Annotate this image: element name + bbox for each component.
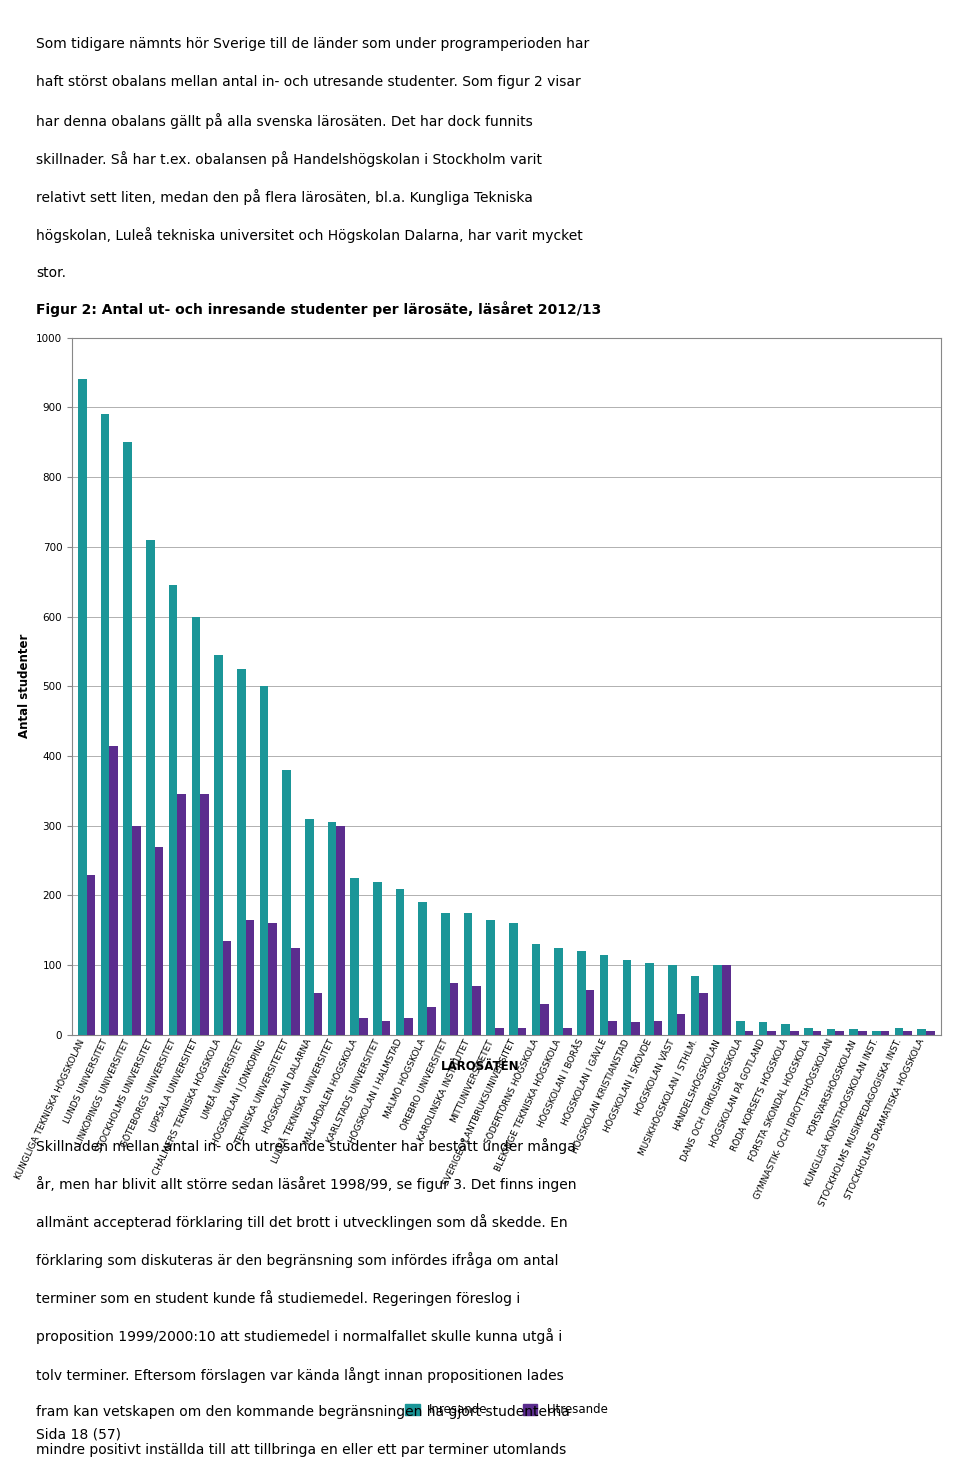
Bar — [146, 540, 155, 1035]
Text: haft störst obalans mellan antal in- och utresande studenter. Som figur 2 visar: haft störst obalans mellan antal in- och… — [36, 75, 581, 90]
Bar — [918, 1029, 926, 1035]
Text: skillnader. Så har t.ex. obalansen på Handelshögskolan i Stockholm varit: skillnader. Så har t.ex. obalansen på Ha… — [36, 151, 542, 167]
Bar — [396, 888, 404, 1035]
Bar — [600, 954, 609, 1035]
Bar — [178, 794, 186, 1035]
Text: har denna obalans gällt på alla svenska lärosäten. Det har dock funnits: har denna obalans gällt på alla svenska … — [36, 113, 533, 129]
Text: relativt sett liten, medan den på flera lärosäten, bl.a. Kungliga Tekniska: relativt sett liten, medan den på flera … — [36, 189, 534, 206]
Bar — [645, 963, 654, 1035]
Bar — [291, 948, 300, 1035]
Bar — [155, 847, 163, 1035]
Text: Figur 2: Antal ut- och inresande studenter per lärosäte, läsåret 2012/13: Figur 2: Antal ut- och inresande student… — [36, 301, 602, 317]
Bar — [237, 669, 246, 1035]
Bar — [86, 875, 95, 1035]
Bar — [124, 442, 132, 1035]
Bar — [690, 976, 699, 1035]
Bar — [359, 1017, 368, 1035]
Bar — [246, 920, 254, 1035]
Bar — [101, 414, 109, 1035]
Bar — [790, 1032, 799, 1035]
Bar — [336, 825, 345, 1035]
Bar — [350, 878, 359, 1035]
Bar — [555, 948, 564, 1035]
Bar — [631, 1022, 639, 1035]
Text: Som tidigare nämnts hör Sverige till de länder som under programperioden har: Som tidigare nämnts hör Sverige till de … — [36, 37, 589, 51]
Text: proposition 1999/2000:10 att studiemedel i normalfallet skulle kunna utgå i: proposition 1999/2000:10 att studiemedel… — [36, 1329, 563, 1345]
Text: fram kan vetskapen om den kommande begränsningen ha gjort studenterna: fram kan vetskapen om den kommande begrä… — [36, 1405, 570, 1420]
Bar — [78, 379, 86, 1035]
Bar — [259, 687, 268, 1035]
Bar — [586, 989, 594, 1035]
Bar — [464, 913, 472, 1035]
Bar — [109, 746, 118, 1035]
Bar — [449, 982, 458, 1035]
Bar — [192, 617, 201, 1035]
Bar — [745, 1032, 754, 1035]
Text: högskolan, Luleå tekniska universitet och Högskolan Dalarna, har varit mycket: högskolan, Luleå tekniska universitet oc… — [36, 228, 584, 244]
Bar — [835, 1032, 844, 1035]
Bar — [872, 1032, 880, 1035]
Bar — [758, 1022, 767, 1035]
Text: terminer som en student kunde få studiemedel. Regeringen föreslog i: terminer som en student kunde få studiem… — [36, 1290, 520, 1307]
Bar — [895, 1028, 903, 1035]
Bar — [609, 1022, 617, 1035]
Bar — [677, 1014, 685, 1035]
Legend: Inresande, Utresande: Inresande, Utresande — [405, 1403, 608, 1417]
Text: Sida 18 (57): Sida 18 (57) — [36, 1427, 122, 1442]
Bar — [564, 1028, 572, 1035]
Bar — [472, 986, 481, 1035]
Bar — [713, 966, 722, 1035]
Text: LÄROSÄTEN: LÄROSÄTEN — [441, 1060, 519, 1073]
Bar — [509, 923, 517, 1035]
Bar — [223, 941, 231, 1035]
Bar — [804, 1028, 812, 1035]
Bar — [201, 794, 208, 1035]
Bar — [926, 1032, 935, 1035]
Bar — [668, 966, 677, 1035]
Bar — [903, 1032, 912, 1035]
Bar — [858, 1032, 867, 1035]
Text: stor.: stor. — [36, 266, 66, 280]
Bar — [214, 655, 223, 1035]
Bar — [282, 769, 291, 1035]
Bar — [373, 881, 382, 1035]
Bar — [382, 1022, 391, 1035]
Bar — [314, 992, 323, 1035]
Bar — [722, 966, 731, 1035]
Bar — [327, 822, 336, 1035]
Bar — [427, 1007, 436, 1035]
Bar — [850, 1029, 858, 1035]
Bar — [132, 825, 141, 1035]
Bar — [495, 1028, 504, 1035]
Bar — [532, 944, 540, 1035]
Bar — [736, 1022, 745, 1035]
Bar — [622, 960, 631, 1035]
Bar — [540, 1004, 549, 1035]
Bar — [169, 586, 178, 1035]
Text: allmänt accepterad förklaring till det brott i utvecklingen som då skedde. En: allmänt accepterad förklaring till det b… — [36, 1214, 568, 1230]
Text: Skillnaden mellan antal in- och utresande studenter har bestått under många: Skillnaden mellan antal in- och utresand… — [36, 1138, 576, 1154]
Bar — [419, 903, 427, 1035]
Text: förklaring som diskuteras är den begränsning som infördes ifråga om antal: förklaring som diskuteras är den begräns… — [36, 1252, 559, 1268]
Bar — [827, 1029, 835, 1035]
Bar — [305, 819, 314, 1035]
Bar — [880, 1032, 889, 1035]
Bar — [781, 1025, 790, 1035]
Y-axis label: Antal studenter: Antal studenter — [17, 634, 31, 738]
Text: tolv terminer. Eftersom förslagen var kända långt innan propositionen lades: tolv terminer. Eftersom förslagen var kä… — [36, 1367, 564, 1383]
Text: mindre positivt inställda till att tillbringa en eller ett par terminer utomland: mindre positivt inställda till att tillb… — [36, 1443, 566, 1458]
Bar — [404, 1017, 413, 1035]
Bar — [767, 1032, 776, 1035]
Bar — [654, 1022, 662, 1035]
Bar — [517, 1028, 526, 1035]
Bar — [268, 923, 276, 1035]
Bar — [441, 913, 449, 1035]
Bar — [577, 951, 586, 1035]
Bar — [699, 992, 708, 1035]
Bar — [812, 1032, 821, 1035]
Text: år, men har blivit allt större sedan läsåret 1998/99, se figur 3. Det finns inge: år, men har blivit allt större sedan läs… — [36, 1176, 577, 1192]
Bar — [487, 920, 495, 1035]
